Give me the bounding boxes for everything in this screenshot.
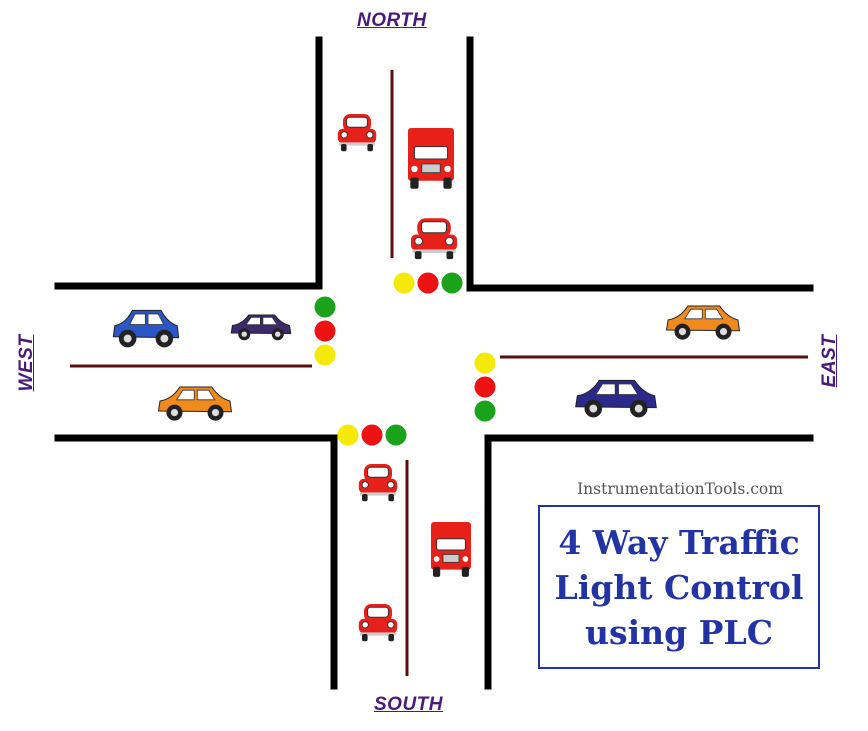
vehicle-west-car-purple [230, 314, 292, 341]
traffic-light-west [314, 296, 336, 366]
traffic-light-east [474, 352, 496, 422]
light-yellow-lamp [314, 344, 336, 366]
light-yellow-lamp [474, 352, 496, 374]
label-south: SOUTH [374, 694, 443, 715]
title-box: 4 Way Traffic Light Control using PLC [538, 505, 820, 669]
road-edges [54, 36, 814, 690]
title-line-2: Light Control [554, 567, 804, 607]
vehicle-south-car-1 [358, 464, 398, 502]
vehicle-north-truck [408, 128, 454, 189]
light-red-lamp [417, 272, 439, 294]
vehicle-east-car-navy [575, 379, 657, 418]
vehicle-west-car-orange [157, 386, 233, 421]
road-edge-north-east [466, 36, 814, 292]
lane-dividers [70, 70, 808, 676]
road-edge-north-west [54, 36, 323, 290]
vehicle-south-car-2 [358, 604, 398, 642]
site-credit: InstrumentationTools.com [577, 480, 783, 498]
vehicle-north-car-2 [410, 218, 458, 260]
vehicle-south-truck [431, 522, 471, 577]
vehicles [112, 114, 741, 642]
traffic-lights [314, 272, 496, 446]
light-red-lamp [314, 320, 336, 342]
light-green-lamp [314, 296, 336, 318]
light-red-lamp [361, 424, 383, 446]
label-north: NORTH [357, 10, 427, 31]
title-line-3: using PLC [585, 612, 773, 652]
road-edge-south-east [484, 434, 814, 690]
title-line-1: 4 Way Traffic [558, 522, 800, 562]
light-yellow-lamp [393, 272, 415, 294]
label-east: EAST [819, 334, 840, 388]
vehicle-east-car-orange [665, 305, 741, 340]
traffic-light-north [393, 272, 463, 294]
traffic-light-south [337, 424, 407, 446]
label-west: WEST [16, 334, 37, 392]
light-yellow-lamp [337, 424, 359, 446]
light-green-lamp [441, 272, 463, 294]
vehicle-north-car-1 [337, 114, 377, 152]
road-edge-south-west [54, 434, 338, 690]
vehicle-west-car-blue [112, 309, 180, 348]
light-green-lamp [385, 424, 407, 446]
light-green-lamp [474, 400, 496, 422]
light-red-lamp [474, 376, 496, 398]
